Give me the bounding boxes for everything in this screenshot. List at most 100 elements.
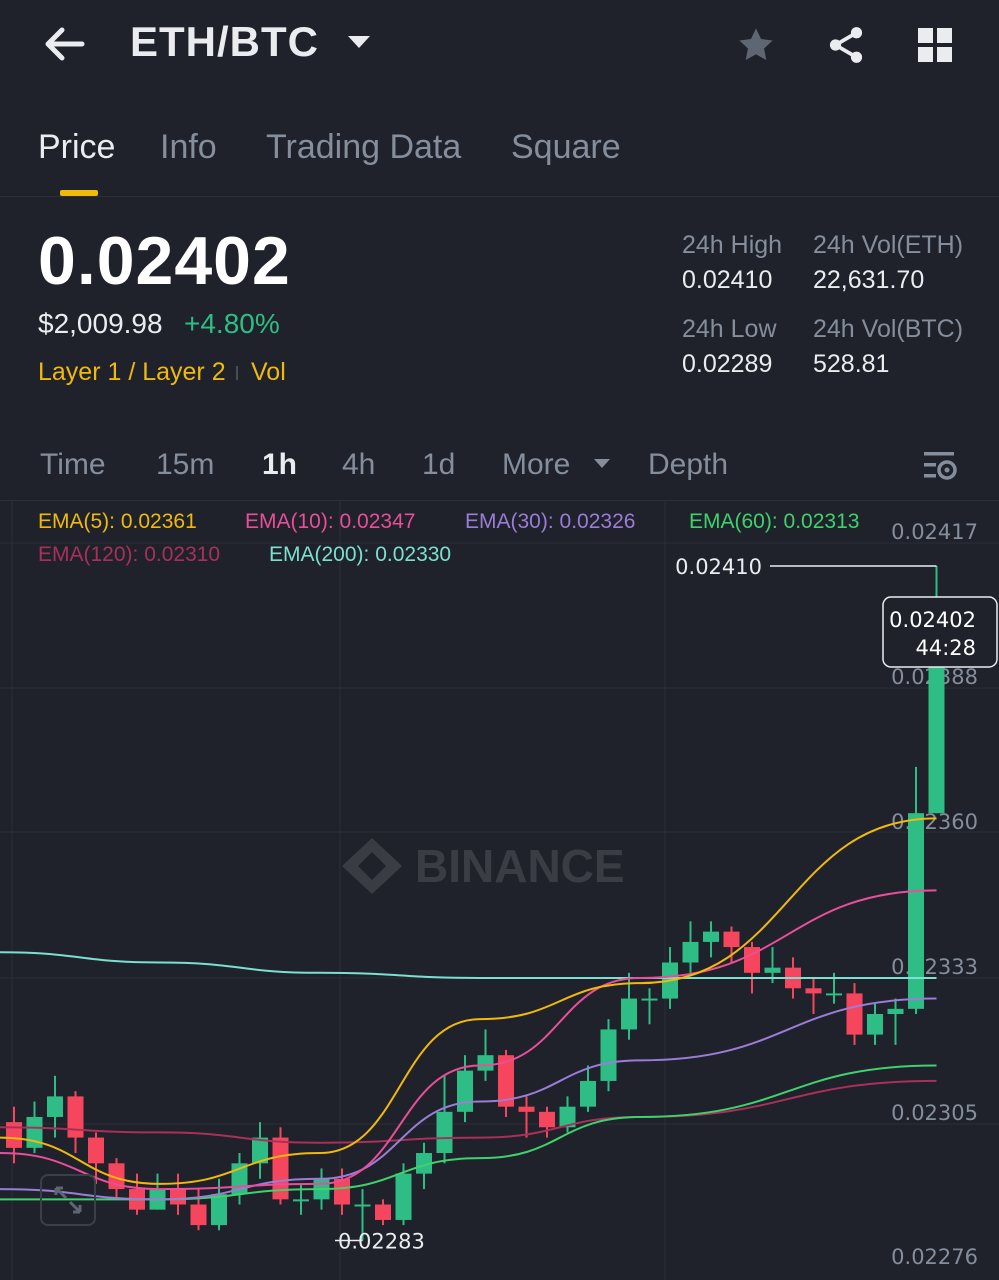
interval-4h[interactable]: 4h — [342, 448, 376, 481]
current-price-box — [882, 596, 998, 668]
current-price-label: 0.02402 — [889, 608, 976, 632]
divider — [0, 500, 999, 501]
y-tick-label: 0.02276 — [891, 1245, 978, 1269]
low-label: 24h Low — [682, 315, 777, 343]
divider — [0, 196, 999, 197]
ema-10-label: EMA(10): 0.02347 — [245, 510, 416, 533]
candle-body — [764, 967, 781, 973]
interval-1h[interactable]: 1h — [262, 448, 298, 481]
ema-line-ema200 — [0, 951, 937, 979]
vol-tag[interactable]: Vol — [251, 358, 286, 386]
candlestick-chart[interactable]: BINANCE0.024170.023880.023600.023330.023… — [0, 501, 999, 1280]
price-change: +4.80% — [184, 308, 280, 339]
low-marker-label: 0.02283 — [338, 1230, 425, 1254]
candle-body — [457, 1070, 473, 1112]
last-price: 0.02402 — [38, 223, 291, 299]
candle-body — [395, 1173, 412, 1220]
caret-down-icon[interactable] — [348, 36, 370, 48]
candle-body — [723, 931, 740, 948]
candle-body — [518, 1106, 535, 1112]
candle-body — [805, 988, 822, 994]
candle-body — [375, 1204, 391, 1220]
candle-body — [867, 1014, 883, 1035]
back-button[interactable] — [40, 22, 90, 66]
candle-body — [600, 1029, 617, 1081]
candle-body — [354, 1204, 371, 1207]
ema-line-ema30 — [0, 997, 937, 1201]
candle-body — [887, 1008, 904, 1014]
interval-depth[interactable]: Depth — [648, 448, 729, 481]
candle-body — [682, 941, 699, 963]
high-label: 24h High — [682, 231, 783, 259]
candle-body — [334, 1178, 350, 1205]
ema-120-label: EMA(120): 0.02310 — [38, 543, 221, 566]
high-value: 0.02410 — [682, 266, 773, 294]
tab-price[interactable]: Price — [38, 128, 116, 166]
candle-body — [6, 1122, 22, 1148]
arrow-left-icon — [45, 27, 85, 61]
expand-chart-button[interactable] — [40, 1174, 96, 1226]
candle-body — [211, 1194, 227, 1226]
candle-body — [190, 1204, 207, 1226]
y-tick-label: 0.02417 — [891, 520, 978, 544]
vol-eth-value: 22,631.70 — [813, 266, 925, 294]
category-tag[interactable]: Layer 1 / Layer 2 — [38, 358, 226, 386]
candle-body — [580, 1080, 596, 1107]
expand-icon — [54, 1186, 82, 1214]
candle-body — [744, 947, 760, 973]
candle-body — [826, 993, 842, 996]
ema-60-label: EMA(60): 0.02313 — [689, 510, 860, 533]
usd-price: $2,009.98 — [38, 308, 163, 339]
vol-eth-label: 24h Vol(ETH) — [813, 231, 964, 259]
tab-trading-data[interactable]: Trading Data — [266, 128, 462, 166]
share-icon[interactable] — [825, 24, 867, 66]
candle-body — [293, 1199, 309, 1202]
countdown-label: 44:28 — [915, 636, 976, 660]
candle-body — [47, 1096, 63, 1117]
interval-15m[interactable]: 15m — [156, 448, 215, 481]
interval-1d[interactable]: 1d — [422, 448, 456, 481]
chevron-down-icon[interactable] — [594, 459, 610, 468]
tab-square[interactable]: Square — [511, 128, 621, 166]
grid-icon[interactable] — [916, 26, 954, 64]
candle-body — [621, 998, 637, 1030]
star-icon[interactable] — [735, 24, 777, 66]
ema-200-label: EMA(200): 0.02330 — [269, 543, 452, 566]
candle-body — [559, 1106, 576, 1128]
candle-body — [170, 1189, 186, 1205]
candle-body — [88, 1137, 104, 1164]
watermark-text: BINANCE — [415, 840, 625, 892]
y-tick-label: 0.02333 — [891, 955, 978, 979]
tab-info[interactable]: Info — [160, 128, 217, 166]
candle-body — [252, 1137, 268, 1164]
high-marker-label: 0.02410 — [675, 555, 762, 579]
vol-btc-value: 528.81 — [813, 350, 890, 378]
pair-title[interactable]: ETH/BTC — [130, 18, 319, 65]
low-value: 0.02289 — [682, 350, 773, 378]
candle-body — [846, 993, 863, 1035]
candle-body — [436, 1111, 453, 1154]
tag-separator — [236, 366, 238, 380]
ema-30-label: EMA(30): 0.02326 — [465, 510, 636, 533]
candle-body — [539, 1111, 555, 1128]
candle-body — [703, 931, 719, 942]
top-bar: ETH/BTC — [0, 0, 999, 90]
interval-time[interactable]: Time — [40, 448, 106, 481]
y-tick-label: 0.02305 — [891, 1101, 978, 1125]
interval-more[interactable]: More — [502, 448, 571, 481]
vol-btc-label: 24h Vol(BTC) — [813, 315, 964, 343]
active-tab-indicator — [60, 190, 98, 196]
binance-logo-icon — [342, 838, 402, 894]
ema-line-ema120 — [0, 1079, 937, 1144]
candle-body — [908, 813, 924, 1009]
ema-line-ema10 — [0, 889, 937, 1191]
chart-settings-icon[interactable] — [922, 448, 958, 482]
ema-line-ema5 — [0, 817, 937, 1185]
candle-body — [641, 998, 658, 1001]
ema-5-label: EMA(5): 0.02361 — [38, 510, 197, 533]
binance-watermark: BINANCE — [342, 838, 625, 894]
candle-body — [477, 1055, 494, 1071]
candle-body — [498, 1055, 514, 1107]
candle-body — [416, 1153, 432, 1174]
candle-body — [67, 1096, 84, 1138]
